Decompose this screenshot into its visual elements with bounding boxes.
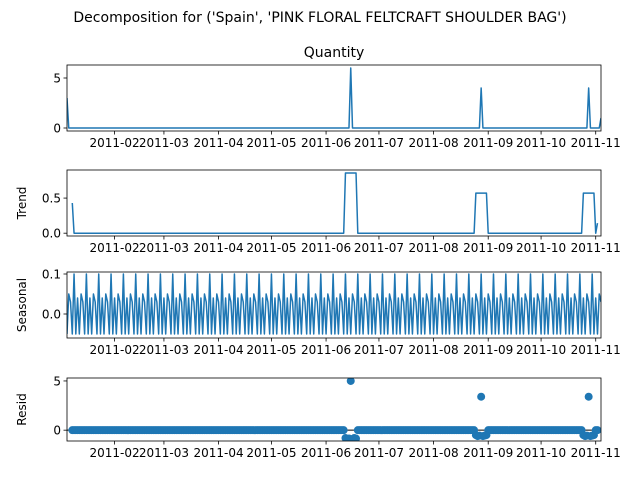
x-tick-label-seasonal: 2011-07	[354, 343, 404, 357]
x-tick-label-resid: 2011-03	[139, 446, 189, 460]
x-tick-label-resid: 2011-11	[571, 446, 621, 460]
x-tick-label-trend: 2011-03	[139, 241, 189, 255]
x-tick-label-resid: 2011-05	[246, 446, 296, 460]
y-tick-label-resid: 0	[53, 424, 61, 438]
panel-resid: 2011-02 2011-03 2011-04 2011-05 2011-06 2011-…	[15, 374, 621, 460]
x-tick-label-resid: 2011-02	[90, 446, 140, 460]
x-tick-label-observed: 2011-02	[90, 136, 140, 150]
series-group-observed	[67, 67, 601, 129]
x-tick-label-trend: 2011-07	[354, 241, 404, 255]
x-tick-label-observed: 2011-05	[246, 136, 296, 150]
x-tick-label-observed: 2011-03	[139, 136, 189, 150]
x-tick-label-observed: 2011-09	[463, 136, 513, 150]
series-line-trend	[71, 172, 599, 234]
x-tick-label-resid: 2011-10	[516, 446, 566, 460]
x-tick-label-seasonal: 2011-02	[90, 343, 140, 357]
x-tick-label-trend: 2011-11	[571, 241, 621, 255]
panel-observed: 2011-02 2011-03 2011-04 2011-05 2011-06 2011-…	[53, 45, 620, 150]
x-tick-label-observed: 2011-06	[301, 136, 351, 150]
y-axis-label-trend: Trend	[15, 187, 29, 221]
resid-point	[477, 392, 486, 401]
x-tick-label-resid: 2011-07	[354, 446, 404, 460]
x-tick-label-seasonal: 2011-11	[571, 343, 621, 357]
panel-seasonal: 2011-02 2011-03 2011-04 2011-05 2011-06 2011-…	[15, 268, 621, 358]
y-axis-label-resid: Resid	[15, 393, 29, 425]
axes-frame-observed	[66, 64, 602, 132]
resid-point	[339, 426, 348, 435]
x-tick-label-trend: 2011-09	[463, 241, 513, 255]
x-tick-label-trend: 2011-04	[193, 241, 243, 255]
axes-frame-resid	[66, 377, 602, 442]
x-tick-label-observed: 2011-11	[571, 136, 621, 150]
x-tick-label-resid: 2011-06	[301, 446, 351, 460]
y-axis-label-seasonal: Seasonal	[15, 278, 29, 332]
y-tick-label-seasonal: 0.1	[42, 268, 61, 282]
x-tick-label-seasonal: 2011-08	[409, 343, 459, 357]
resid-point	[346, 378, 355, 385]
series-line-seasonal	[67, 273, 601, 335]
panel-title-observed: Quantity	[304, 45, 365, 61]
x-tick-label-seasonal: 2011-09	[463, 343, 513, 357]
panels-group: 2011-02 2011-03 2011-04 2011-05 2011-06 2011-…	[15, 45, 621, 460]
x-tick-label-trend: 2011-05	[246, 241, 296, 255]
y-tick-label-observed: 0	[53, 122, 61, 136]
resid-point	[352, 434, 361, 441]
x-tick-label-seasonal: 2011-03	[139, 343, 189, 357]
x-tick-label-seasonal: 2011-10	[516, 343, 566, 357]
x-tick-label-trend: 2011-02	[90, 241, 140, 255]
resid-point	[593, 426, 601, 435]
x-tick-label-trend: 2011-08	[409, 241, 459, 255]
x-tick-label-seasonal: 2011-05	[246, 343, 296, 357]
y-tick-label-resid: 5	[53, 374, 61, 388]
series-group-trend	[71, 172, 599, 234]
y-tick-label-trend: 0.5	[42, 192, 61, 206]
x-tick-label-observed: 2011-04	[193, 136, 243, 150]
y-tick-label-seasonal: 0.0	[42, 308, 61, 322]
figure-suptitle: Decomposition for ('Spain', 'PINK FLORAL…	[73, 10, 566, 26]
y-tick-label-observed: 5	[53, 72, 61, 86]
x-tick-label-trend: 2011-06	[301, 241, 351, 255]
x-tick-label-trend: 2011-10	[516, 241, 566, 255]
x-tick-label-resid: 2011-04	[193, 446, 243, 460]
resid-point	[584, 392, 593, 401]
axes-frame-trend	[66, 169, 602, 237]
x-tick-label-observed: 2011-10	[516, 136, 566, 150]
x-tick-label-observed: 2011-07	[354, 136, 404, 150]
series-line-observed	[67, 67, 601, 129]
x-tick-label-seasonal: 2011-06	[301, 343, 351, 357]
series-group-resid	[67, 378, 601, 441]
x-tick-label-resid: 2011-08	[409, 446, 459, 460]
x-tick-label-resid: 2011-09	[463, 446, 513, 460]
series-group-seasonal	[67, 273, 601, 335]
y-tick-label-trend: 0.0	[42, 227, 61, 241]
axes-frame-seasonal	[66, 271, 602, 339]
panel-trend: 2011-02 2011-03 2011-04 2011-05 2011-06 2011-…	[15, 169, 621, 255]
x-tick-label-seasonal: 2011-04	[193, 343, 243, 357]
x-tick-label-observed: 2011-08	[409, 136, 459, 150]
